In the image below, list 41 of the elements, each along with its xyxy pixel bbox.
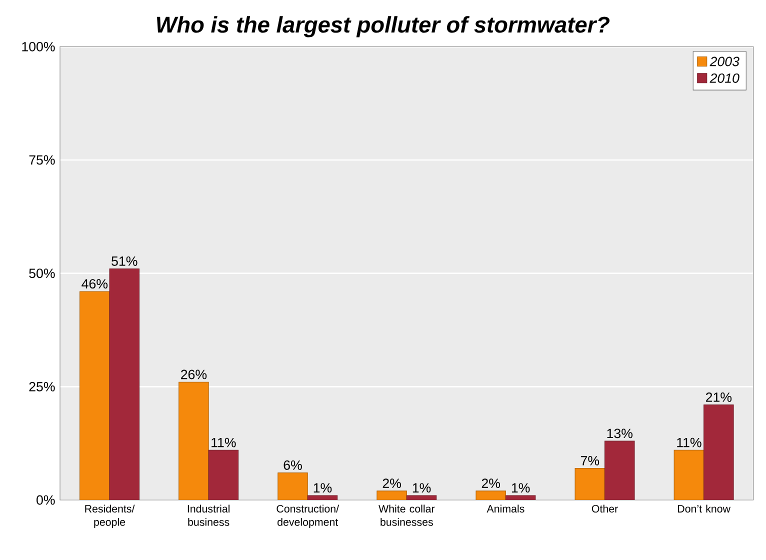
data-label: 46% — [82, 279, 108, 289]
bar — [406, 495, 437, 500]
x-tick-label: Residents/ people — [85, 504, 135, 528]
x-tick-label: White collar businesses — [378, 504, 435, 526]
data-label: 1% — [412, 483, 431, 493]
data-label: 51% — [112, 256, 138, 266]
data-label: 1% — [512, 483, 530, 493]
y-tick-label: 50% — [29, 268, 55, 278]
chart-title: Who is the largest polluter of stormwater? — [157, 16, 610, 38]
x-tick-label: Industrial business — [188, 504, 230, 526]
data-label: 7% — [580, 456, 600, 466]
data-label: 21% — [706, 392, 732, 402]
data-label: 13% — [607, 428, 632, 438]
y-tick-label: 25% — [29, 382, 55, 392]
data-label: 1% — [314, 483, 332, 493]
data-label: 2% — [482, 478, 500, 488]
bar — [604, 440, 635, 500]
data-label: 11% — [212, 438, 236, 448]
y-tick-label: 75% — [29, 155, 55, 165]
bar — [178, 382, 209, 500]
x-tick-label: Don’t know — [678, 504, 731, 513]
legend-label: 2010 — [710, 73, 740, 83]
bar — [307, 495, 338, 500]
legend-label: 2003 — [710, 56, 740, 66]
bar — [674, 450, 704, 500]
bar — [574, 468, 606, 500]
y-tick-label: 100% — [22, 42, 55, 52]
data-label: 2% — [382, 478, 401, 488]
x-tick-label: Animals — [486, 504, 524, 513]
bar — [109, 268, 140, 500]
bar — [704, 404, 734, 500]
x-tick-label: Construction/ development — [276, 504, 340, 528]
data-label: 11% — [677, 438, 702, 448]
x-tick-label: Other — [592, 504, 618, 513]
bar — [208, 450, 239, 500]
bar — [278, 472, 308, 500]
data-label: 26% — [181, 370, 207, 380]
y-tick-label: 0% — [36, 495, 55, 505]
bar — [505, 495, 536, 500]
bar — [80, 291, 110, 500]
data-label: 6% — [284, 460, 302, 470]
